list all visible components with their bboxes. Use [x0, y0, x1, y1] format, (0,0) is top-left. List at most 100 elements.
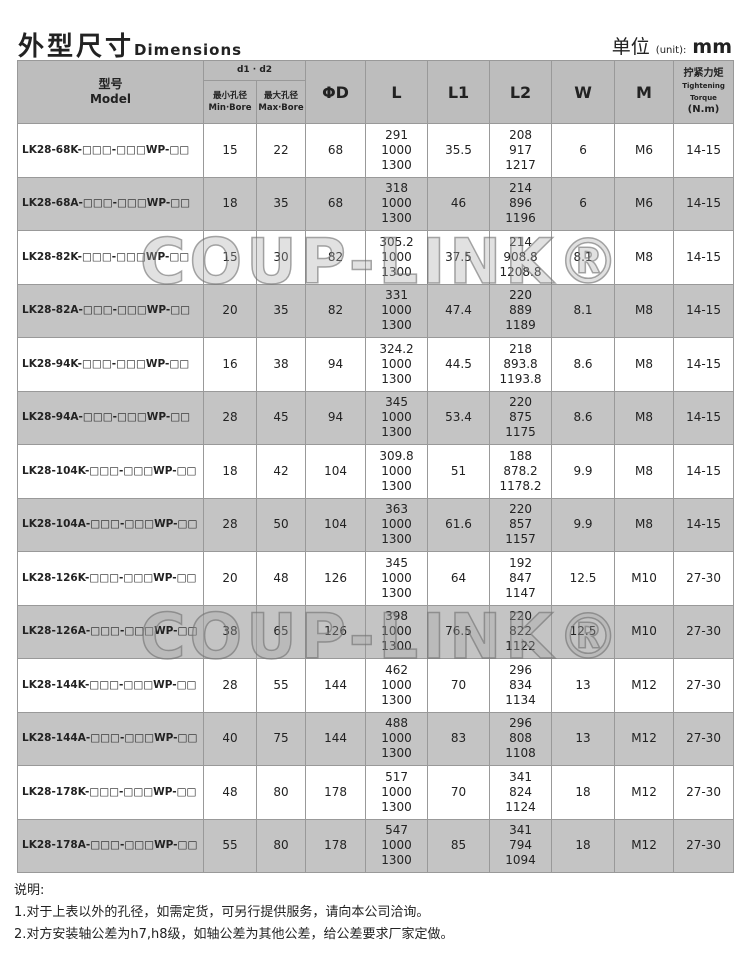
cell-L: 488 1000 1300: [365, 711, 429, 766]
cell-min-bore: 18: [203, 176, 257, 231]
table-row: LK28-94K-□□□-□□□WP-□□ 16 38 94 324.2 1000 1300…: [17, 337, 735, 392]
cell-L: 318 1000 1300: [365, 176, 429, 231]
cell-torque: 14-15: [673, 123, 735, 178]
cell-W: 8.6: [551, 390, 616, 445]
cell-W: 9.9: [551, 497, 616, 552]
cell-L2-value: 824: [509, 784, 532, 799]
cell-model: LK28-104K-□□□-□□□WP-□□: [17, 444, 204, 499]
cell-W: 6: [551, 176, 616, 231]
cell-min-bore: 15: [203, 230, 257, 285]
cell-L-value: 1000: [381, 731, 412, 746]
cell-D: 94: [305, 337, 367, 392]
cell-model: LK28-126A-□□□-□□□WP-□□: [17, 604, 204, 659]
cell-L2-value: 1157: [505, 532, 536, 547]
cell-L-value: 1000: [381, 463, 412, 478]
cell-L: 345 1000 1300: [365, 551, 429, 606]
cell-torque: 14-15: [673, 176, 735, 231]
cell-L-value: 363: [385, 502, 408, 517]
cell-torque: 14-15: [673, 444, 735, 499]
cell-W: 13: [551, 711, 616, 766]
cell-L2-value: 208: [509, 127, 532, 142]
cell-torque: 14-15: [673, 283, 735, 338]
cell-torque: 27-30: [673, 551, 735, 606]
cell-L-value: 1000: [381, 303, 412, 318]
cell-L: 363 1000 1300: [365, 497, 429, 552]
cell-model: LK28-68A-□□□-□□□WP-□□: [17, 176, 204, 231]
table-row: LK28-178A-□□□-□□□WP-□□ 55 80 178 547 1000 1300…: [17, 818, 735, 873]
cell-L2-value: 878.2: [503, 463, 538, 478]
cell-L-value: 309.8: [379, 448, 414, 463]
cell-model: LK28-94K-□□□-□□□WP-□□: [17, 337, 204, 392]
cell-W: 18: [551, 818, 616, 873]
cell-L-value: 1300: [381, 478, 412, 493]
cell-L2-value: 908.8: [503, 249, 538, 264]
table-row: LK28-144K-□□□-□□□WP-□□ 28 55 144 462 1000 1300…: [17, 658, 735, 713]
cell-L2-value: 808: [509, 731, 532, 746]
cell-L1: 64: [427, 551, 491, 606]
cell-L2-value: 1189: [505, 318, 536, 333]
cell-L: 517 1000 1300: [365, 765, 429, 820]
header-torque-unit: (N.m): [687, 104, 720, 115]
cell-L1: 44.5: [427, 337, 491, 392]
cell-L2-value: 218: [509, 341, 532, 356]
cell-L2-value: 1193.8: [499, 371, 542, 386]
cell-L: 547 1000 1300: [365, 818, 429, 873]
cell-torque: 14-15: [673, 497, 735, 552]
cell-model: LK28-68K-□□□-□□□WP-□□: [17, 123, 204, 178]
cell-D: 178: [305, 765, 367, 820]
cell-min-bore: 20: [203, 551, 257, 606]
header-max-bore: 最大孔径 Max·Bore: [255, 80, 307, 124]
cell-D: 104: [305, 444, 367, 499]
cell-L-value: 1000: [381, 570, 412, 585]
cell-D: 144: [305, 658, 367, 713]
cell-M: M10: [614, 604, 675, 659]
cell-W: 12.5: [551, 604, 616, 659]
cell-L-value: 1000: [381, 249, 412, 264]
table-row: LK28-68K-□□□-□□□WP-□□ 15 22 68 291 1000 1300 35…: [17, 123, 735, 178]
cell-max-bore: 35: [255, 283, 307, 338]
header-min-bore: 最小孔径 Min·Bore: [203, 80, 257, 124]
cell-L2-value: 1196: [505, 211, 536, 226]
cell-L-value: 1300: [381, 585, 412, 600]
cell-L-value: 1300: [381, 371, 412, 386]
dimensions-table: 型号 Model d1 · d2 ΦD L L1 L2 W M 拧紧力矩 Tight…: [17, 60, 735, 873]
cell-L-value: 1300: [381, 264, 412, 279]
header-model: 型号 Model: [17, 60, 204, 124]
cell-min-bore: 38: [203, 604, 257, 659]
cell-L2: 220 822 1122: [489, 604, 553, 659]
cell-L1: 83: [427, 711, 491, 766]
cell-L: 331 1000 1300: [365, 283, 429, 338]
cell-L: 345 1000 1300: [365, 390, 429, 445]
cell-L2-value: 296: [509, 716, 532, 731]
table-row: LK28-104K-□□□-□□□WP-□□ 18 42 104 309.8 1000 13…: [17, 444, 735, 499]
cell-L-value: 1000: [381, 838, 412, 853]
table-row: LK28-94A-□□□-□□□WP-□□ 28 45 94 345 1000 1300 53…: [17, 390, 735, 445]
cell-max-bore: 55: [255, 658, 307, 713]
notes: 说明: 1.对于上表以外的孔径，如需定货，可另行提供服务，请向本公司洽询。 2.…: [14, 880, 454, 946]
cell-L2: 192 847 1147: [489, 551, 553, 606]
cell-L2-value: 857: [509, 517, 532, 532]
cell-L2-value: 1124: [505, 799, 536, 814]
cell-L2: 214 896 1196: [489, 176, 553, 231]
notes-heading: 说明:: [14, 883, 45, 898]
cell-min-bore: 16: [203, 337, 257, 392]
cell-L-value: 1000: [381, 410, 412, 425]
header-W: W: [551, 60, 616, 124]
header-M: M: [614, 60, 675, 124]
cell-W: 18: [551, 765, 616, 820]
header-max-cn: 最大孔径: [264, 91, 299, 101]
table-row: LK28-126A-□□□-□□□WP-□□ 38 65 126 398 1000 1300…: [17, 604, 735, 659]
cell-model: LK28-104A-□□□-□□□WP-□□: [17, 497, 204, 552]
table-row: LK28-144A-□□□-□□□WP-□□ 40 75 144 488 1000 1300…: [17, 711, 735, 766]
unit-cn: 单位: [611, 36, 650, 58]
cell-L2-value: 1108: [505, 746, 536, 761]
cell-model: LK28-144K-□□□-□□□WP-□□: [17, 658, 204, 713]
cell-L2-value: 1094: [505, 853, 536, 868]
cell-L2-value: 220: [509, 395, 532, 410]
cell-L-value: 1300: [381, 799, 412, 814]
header-min-en: Min·Bore: [208, 103, 252, 113]
cell-L-value: 1000: [381, 784, 412, 799]
cell-W: 8.1: [551, 283, 616, 338]
cell-L2-value: 220: [509, 609, 532, 624]
cell-max-bore: 50: [255, 497, 307, 552]
